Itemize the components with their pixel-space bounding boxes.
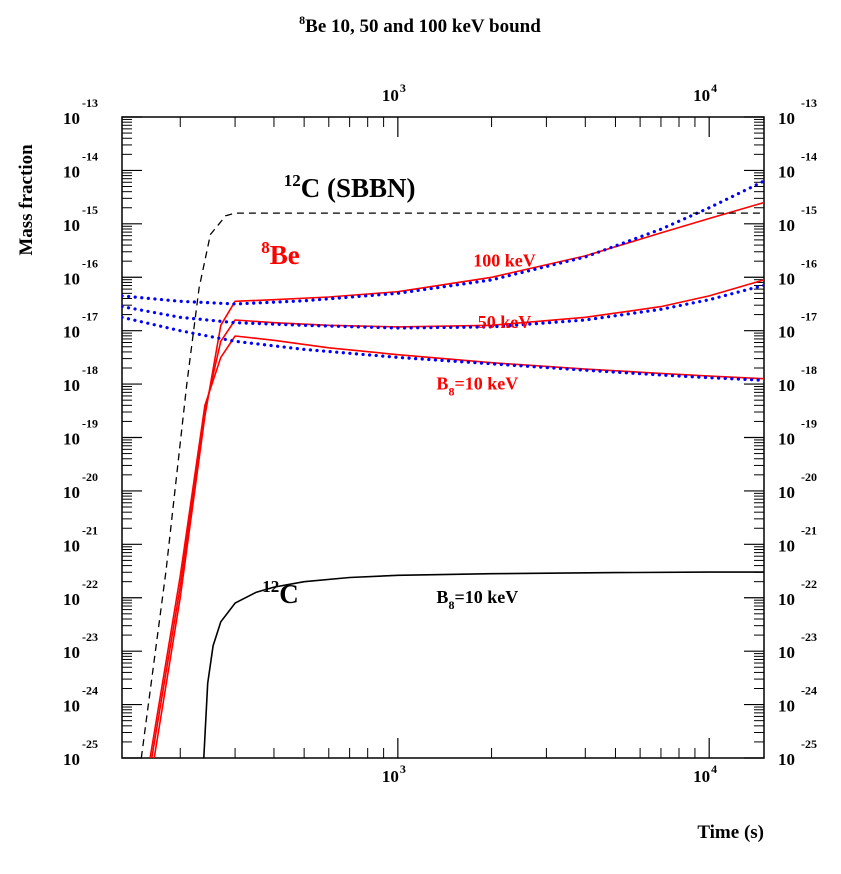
x-tick-label: 104 (693, 81, 717, 105)
x-tick-label: 103 (382, 762, 406, 786)
y-tick-label: 10-14 (63, 149, 98, 181)
y-tick-labels-left: 10-13 10-14 10-15 10-16 10-17 10-18 10-19 10-20… (63, 96, 98, 769)
y-tick-label: 10-23 (63, 630, 98, 662)
series-be8-100 (153, 201, 764, 758)
y-tick-label: 10-19 (63, 417, 98, 449)
c12-10-label: B8=10 keV (436, 587, 518, 612)
y-tick-label-right: 10-16 (778, 256, 817, 288)
y-tick-label-right: 10-20 (778, 470, 817, 502)
x-axis-label: Time (s) (697, 822, 764, 843)
y-tick-label-right: 10-18 (778, 363, 817, 395)
series-c12-10 (203, 571, 764, 758)
y-tick-label: 10-18 (63, 363, 98, 395)
x-tick-labels-bottom: 103 104 (382, 762, 717, 786)
y-tick-label-right: 10-22 (778, 577, 817, 609)
y-tick-label: 10-20 (63, 470, 98, 502)
y-tick-label: 10-22 (63, 577, 98, 609)
y-tick-label: 10-24 (63, 684, 98, 716)
be8-label: 8Be (261, 238, 300, 270)
series-be8-10 (149, 335, 764, 758)
x-tick-label: 103 (382, 81, 406, 105)
y-tick-label: 10-25 (63, 737, 98, 769)
series-group (122, 179, 764, 758)
axis-ticks (122, 116, 764, 759)
y-tick-label-right: 10-25 (778, 737, 817, 769)
be8-100-label: 100 keV (473, 251, 536, 271)
be8-10-label: B8=10 keV (436, 373, 518, 398)
series-fit-50 (122, 283, 764, 330)
be8-50-label: 50 keV (478, 312, 532, 332)
x-tick-labels-top: 103 104 (382, 81, 717, 105)
series-fit-100 (122, 179, 764, 306)
y-tick-label: 10-21 (63, 523, 98, 555)
y-tick-labels-right: 10-13 10-14 10-15 10-16 10-17 10-18 10-19 10-20… (778, 96, 817, 769)
y-tick-label-right: 10-17 (778, 310, 817, 342)
series-fit-10 (122, 315, 764, 382)
y-tick-label: 10-13 (63, 96, 98, 128)
y-tick-label-right: 10-19 (778, 417, 817, 449)
y-tick-label: 10-16 (63, 256, 98, 288)
annotations: 12C (SBBN) 8Be 100 keV 50 keV B8=10 keV 12C B8… (261, 171, 535, 612)
chart-title: 8Be 10, 50 and 100 keV bound (299, 13, 541, 37)
y-tick-label: 10-15 (63, 203, 98, 235)
chart-title-sup: 8 (299, 13, 305, 27)
y-tick-label-right: 10-24 (778, 684, 817, 716)
y-tick-label-right: 10-15 (778, 203, 817, 235)
x-tick-label: 104 (693, 762, 717, 786)
c12-sbbn-label: 12C (SBBN) (284, 171, 416, 203)
y-tick-label-right: 10-14 (778, 149, 817, 181)
series-c12-sbbn (140, 212, 764, 758)
y-axis-label: Mass fraction (16, 144, 37, 256)
y-tick-label-right: 10-13 (778, 96, 817, 128)
y-tick-label-right: 10-21 (778, 523, 817, 555)
c12-label: 12C (262, 577, 299, 609)
y-tick-label-right: 10-23 (778, 630, 817, 662)
series-be8-50 (151, 279, 764, 758)
chart-title-text: Be 10, 50 and 100 keV bound (305, 16, 541, 37)
y-tick-label: 10-17 (63, 310, 98, 342)
